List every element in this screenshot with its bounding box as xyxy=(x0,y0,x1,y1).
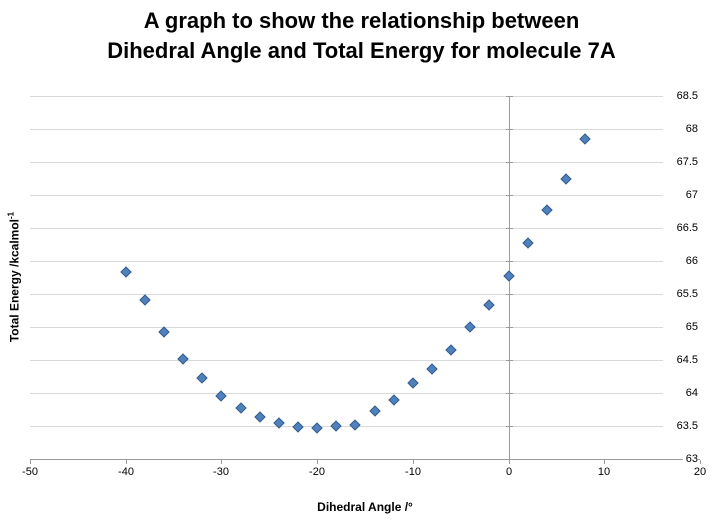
y-axis-tick xyxy=(506,294,513,295)
y-gridline xyxy=(30,393,663,394)
y-axis-label: 66.5 xyxy=(673,221,698,235)
x-axis-tick xyxy=(317,460,318,464)
data-point-marker xyxy=(483,299,496,311)
data-point-marker xyxy=(464,321,476,333)
y-axis-tick xyxy=(506,96,513,97)
y-gridline xyxy=(30,360,663,361)
y-axis-title-text: Total Energy /kcalmol xyxy=(7,218,22,343)
data-point-marker xyxy=(502,270,515,282)
data-point-marker xyxy=(426,362,438,375)
x-axis-label: -30 xyxy=(213,466,229,478)
y-axis-label: 67 xyxy=(682,188,698,202)
x-axis-tick xyxy=(700,460,701,464)
x-axis-line xyxy=(30,459,700,460)
x-axis-label: -50 xyxy=(22,466,38,478)
x-axis-label: -10 xyxy=(405,466,421,478)
y-gridline xyxy=(30,228,663,229)
y-gridline xyxy=(30,96,663,97)
data-point-marker xyxy=(560,172,572,185)
y-gridline xyxy=(30,195,663,196)
x-axis-title: Dihedral Angle /° xyxy=(317,500,413,514)
data-point-marker xyxy=(120,265,132,278)
y-axis-label: 67.5 xyxy=(673,155,698,169)
chart-title: A graph to show the relationship between… xyxy=(0,6,723,66)
data-point-marker xyxy=(311,422,323,434)
y-axis-tick xyxy=(506,228,513,229)
data-point-marker xyxy=(215,389,228,402)
data-point-marker xyxy=(273,417,285,430)
y-axis-tick xyxy=(506,195,513,196)
y-axis-tick xyxy=(506,426,513,427)
data-point-marker xyxy=(445,344,457,356)
data-point-marker xyxy=(177,353,189,365)
plot-area: 63 63.5 64 64.5 65 65.5 66 66.5 67 67.5 68 68.5 -50 -… xyxy=(22,89,706,478)
y-axis-label: 68.5 xyxy=(673,89,698,103)
x-axis-tick xyxy=(126,460,127,464)
data-point-marker xyxy=(407,377,419,389)
data-point-marker xyxy=(579,133,591,145)
x-axis-tick xyxy=(509,460,510,464)
data-point-marker xyxy=(368,405,381,418)
data-point-marker xyxy=(139,294,151,306)
y-axis-tick xyxy=(506,129,513,130)
y-axis-tick xyxy=(506,459,513,460)
y-axis-label: 63.5 xyxy=(673,419,698,433)
y-gridline xyxy=(30,261,663,262)
y-axis-tick xyxy=(506,162,513,163)
y-axis-tick xyxy=(506,327,513,328)
y-axis-title-superscript: -1 xyxy=(6,211,16,219)
y-axis-label: 63 xyxy=(682,452,698,466)
data-point-marker xyxy=(330,420,342,432)
data-point-marker xyxy=(234,401,247,414)
y-gridline xyxy=(30,426,663,427)
y-gridline xyxy=(30,327,663,328)
y-axis-label: 66 xyxy=(682,254,698,268)
y-axis-title: Total Energy /kcalmol-1 xyxy=(7,212,22,342)
y-gridline xyxy=(30,294,663,295)
x-axis-tick xyxy=(604,460,605,464)
data-point-marker xyxy=(522,237,534,249)
x-axis-label: -40 xyxy=(118,466,134,478)
x-axis-label: 10 xyxy=(597,466,611,478)
y-axis-tick xyxy=(506,393,513,394)
chart-title-line2: Dihedral Angle and Total Energy for mole… xyxy=(107,38,616,63)
x-axis-tick xyxy=(221,460,222,464)
y-axis-label: 68 xyxy=(682,122,698,136)
y-axis-label: 64 xyxy=(682,386,698,400)
x-axis-tick xyxy=(30,460,31,464)
y-axis-label: 65.5 xyxy=(673,287,698,301)
y-gridline xyxy=(30,162,663,163)
x-axis-label: 20 xyxy=(693,466,707,478)
x-axis-label: 0 xyxy=(505,466,513,478)
y-axis-label: 65 xyxy=(682,320,698,334)
data-point-marker xyxy=(292,420,304,433)
data-point-marker xyxy=(349,419,362,431)
x-axis-label: -20 xyxy=(309,466,325,478)
y-gridline xyxy=(30,129,663,130)
y-axis-tick xyxy=(506,261,513,262)
data-point-marker xyxy=(541,204,553,216)
y-axis-tick xyxy=(506,360,513,361)
data-point-marker xyxy=(196,372,208,385)
x-axis-tick xyxy=(413,460,414,464)
y-axis-label: 64.5 xyxy=(673,353,698,367)
data-point-marker xyxy=(388,394,400,406)
chart-title-line1: A graph to show the relationship between xyxy=(143,8,580,33)
data-point-marker xyxy=(254,411,266,424)
